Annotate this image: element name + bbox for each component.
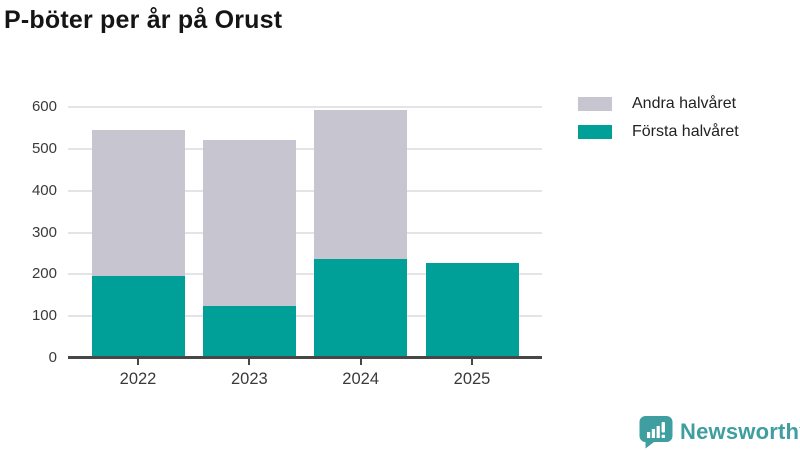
newsworthy-logo-text: Newsworthy	[680, 419, 800, 444]
y-tick-label-500: 500	[31, 139, 57, 157]
y-axis-labels: 0 100 200 300 400 500 600	[0, 98, 57, 366]
x-label-2022: 2022	[119, 370, 157, 388]
gridline-200	[68, 273, 542, 276]
x-axis-line	[68, 356, 542, 359]
gridline-100	[68, 315, 542, 318]
bar-2023-andra-halv-ret	[202, 139, 296, 307]
gridline-300	[68, 231, 542, 234]
x-label-2024: 2024	[342, 370, 380, 388]
plot-area	[68, 106, 542, 365]
x-tick-2022	[137, 359, 139, 365]
bar-2024-andra-halv-ret	[314, 109, 408, 260]
legend-item-forsta-halvaret: Första halvåret	[578, 118, 739, 146]
y-tick-label-400: 400	[31, 181, 57, 199]
chart-title: P-böter per år på Orust	[4, 6, 283, 34]
x-label-2023: 2023	[230, 370, 268, 388]
legend-swatch-forsta-halvaret	[578, 125, 612, 139]
x-tick-2023	[248, 359, 251, 365]
bar-2024-f-rsta-halv-ret	[314, 259, 408, 358]
legend-swatch-andra-halvaret	[578, 97, 612, 111]
y-tick-label-100: 100	[31, 307, 57, 325]
y-tick-label-200: 200	[31, 265, 57, 283]
legend-label-andra-halvaret: Andra halvåret	[632, 95, 737, 112]
y-tick-label-600: 600	[31, 98, 57, 115]
gridline-500	[68, 147, 542, 150]
legend: Andra halvåret Första halvåret	[578, 90, 739, 146]
y-tick-label-300: 300	[31, 223, 57, 241]
x-label-2025: 2025	[453, 370, 491, 388]
y-tick-label-0: 0	[48, 349, 57, 366]
newsworthy-logo[interactable]: Newsworthy	[639, 415, 800, 449]
legend-label-forsta-halvaret: Första halvåret	[632, 123, 739, 140]
bar-2023-f-rsta-halv-ret	[202, 306, 296, 358]
x-tick-2024	[359, 359, 362, 365]
bar-2025-f-rsta-halv-ret	[425, 263, 519, 358]
newsworthy-chart-bubble-icon	[639, 416, 673, 449]
gridline-600	[68, 106, 542, 108]
gridline-400	[68, 189, 542, 192]
bar-2022-andra-halv-ret	[91, 130, 185, 277]
bar-2022-f-rsta-halv-ret	[91, 276, 185, 358]
stacked-bar-chart: 0 100 200 300 400 500 600 2022 2023 2024 2025	[0, 98, 560, 407]
x-tick-2025	[471, 359, 473, 365]
legend-item-andra-halvaret: Andra halvåret	[578, 90, 739, 118]
